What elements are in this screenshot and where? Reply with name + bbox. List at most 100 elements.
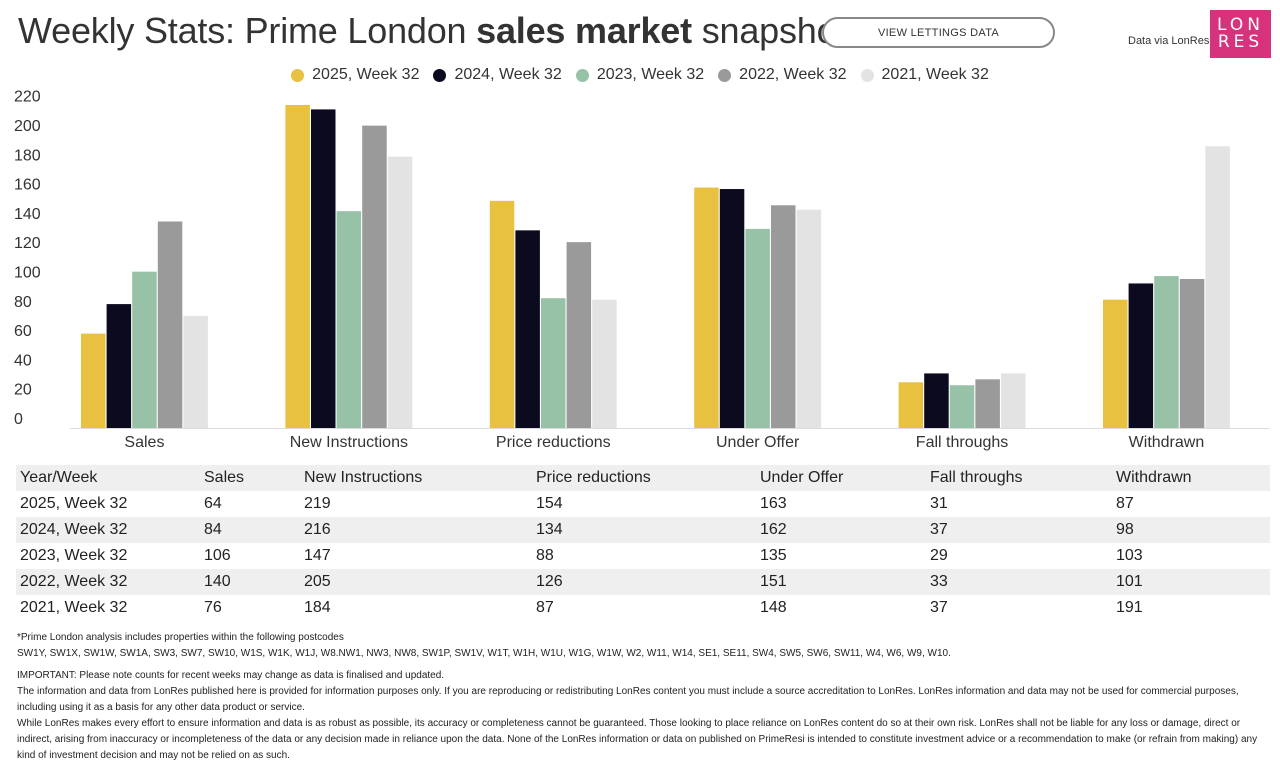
- legend-dot-icon: [718, 68, 732, 82]
- bar: [541, 298, 566, 428]
- bar: [975, 379, 1000, 428]
- table-header-cell: Year/Week: [16, 465, 200, 491]
- table-cell: 106: [200, 543, 300, 569]
- table-cell: 205: [300, 569, 532, 595]
- bar: [311, 109, 336, 429]
- y-tick-label: 60: [14, 323, 32, 340]
- table-cell: 103: [1112, 543, 1270, 569]
- table-cell: 87: [1112, 491, 1270, 517]
- y-tick-label: 80: [14, 294, 32, 311]
- table-cell: 76: [200, 595, 300, 621]
- legend-item[interactable]: 2023, Week 32: [575, 66, 705, 84]
- y-tick-label: 20: [14, 382, 32, 399]
- bar: [745, 228, 770, 428]
- table-header-cell: Sales: [200, 465, 300, 491]
- table-header-row: Year/Week Sales New Instructions Price redu…: [16, 465, 1270, 491]
- bar: [489, 200, 515, 428]
- legend-label: 2025, Week 32: [312, 66, 420, 83]
- bar-chart: 0 20 40 60 80 100 120 140 160 180 200 220 Sales New I…: [14, 89, 1270, 451]
- table-cell: 126: [532, 569, 756, 595]
- bar: [285, 104, 310, 428]
- table-cell: 216: [300, 517, 532, 543]
- x-tick-label: Fall throughs: [916, 434, 1009, 451]
- table-cell: 98: [1112, 517, 1270, 543]
- table-cell: 151: [756, 569, 926, 595]
- bar: [515, 230, 540, 428]
- table-cell: 87: [532, 595, 756, 621]
- bar: [81, 333, 106, 428]
- lonres-logo[interactable]: LON RES: [1210, 10, 1271, 58]
- bar: [387, 156, 413, 428]
- important-note: IMPORTANT: Please note counts for recent…: [17, 670, 445, 681]
- legend-label: 2022, Week 32: [739, 66, 847, 83]
- table-cell: 163: [756, 491, 926, 517]
- bar: [771, 205, 796, 428]
- table-cell: 184: [300, 595, 532, 621]
- y-tick-label: 160: [14, 177, 41, 194]
- bar: [132, 271, 157, 428]
- legend-item[interactable]: 2022, Week 32: [718, 66, 847, 84]
- table-cell: 31: [926, 491, 1112, 517]
- bar: [796, 209, 822, 428]
- legend-label: 2023, Week 32: [596, 66, 705, 83]
- table-header-cell: Withdrawn: [1112, 465, 1270, 491]
- table-cell: 2023, Week 32: [16, 543, 200, 569]
- bar: [183, 315, 208, 428]
- y-tick-label: 100: [14, 265, 41, 282]
- y-tick-label: 200: [14, 118, 41, 135]
- y-tick-label: 40: [14, 352, 32, 369]
- legend-label: 2021, Week 32: [881, 66, 989, 83]
- bar: [157, 221, 183, 428]
- y-tick-label: 0: [14, 411, 23, 428]
- legend-item[interactable]: 2024, Week 32: [433, 66, 562, 84]
- table-cell: 29: [926, 543, 1112, 569]
- table-cell: 191: [1112, 595, 1270, 621]
- bar: [1128, 283, 1154, 428]
- bar: [1205, 146, 1230, 428]
- bar: [1154, 276, 1179, 428]
- disclaimer-liability: While LonRes makes every effort to ensur…: [17, 718, 1258, 761]
- postcodes-intro: *Prime London analysis includes properti…: [17, 632, 344, 643]
- legend-item[interactable]: 2021, Week 32: [860, 66, 989, 84]
- table-cell: 162: [756, 517, 926, 543]
- table-cell: 135: [756, 543, 926, 569]
- table-cell: 154: [532, 491, 756, 517]
- table-header-cell: Price reductions: [532, 465, 756, 491]
- bar: [336, 211, 362, 428]
- table-cell: 140: [200, 569, 300, 595]
- legend-label: 2024, Week 32: [454, 66, 562, 83]
- x-tick-label: New Instructions: [290, 434, 408, 451]
- bar: [106, 304, 132, 428]
- table-cell: 219: [300, 491, 532, 517]
- legend-dot-icon: [291, 68, 305, 82]
- footnotes: *Prime London analysis includes properti…: [17, 630, 1267, 764]
- table-cell: 64: [200, 491, 300, 517]
- table-cell: 147: [300, 543, 532, 569]
- page-title: Weekly Stats: Prime London sales market …: [18, 10, 846, 52]
- chart-legend: 2025, Week 32 2024, Week 32 2023, Week 32 2…: [0, 66, 1280, 84]
- x-tick-label: Withdrawn: [1129, 434, 1205, 451]
- table-cell: 37: [926, 517, 1112, 543]
- y-tick-label: 120: [14, 235, 41, 252]
- legend-item[interactable]: 2025, Week 32: [291, 66, 419, 84]
- table-row: 2022, Week 32 140 205 126 151 33 101: [16, 569, 1270, 595]
- table-header-cell: New Instructions: [300, 465, 532, 491]
- table-cell: 2025, Week 32: [16, 491, 200, 517]
- bar: [592, 299, 617, 428]
- table-cell: 84: [200, 517, 300, 543]
- bar: [924, 373, 949, 428]
- bar: [719, 189, 745, 428]
- stats-table: Year/Week Sales New Instructions Price redu…: [16, 465, 1270, 621]
- y-tick-label: 180: [14, 147, 41, 164]
- logo-line-1: LON: [1217, 15, 1264, 35]
- bar: [1103, 299, 1128, 428]
- table-row: 2024, Week 32 84 216 134 162 37 98: [16, 517, 1270, 543]
- table-row: 2025, Week 32 64 219 154 163 31 87: [16, 491, 1270, 517]
- bar: [1179, 279, 1205, 428]
- bar: [898, 382, 924, 428]
- table-header-cell: Fall throughs: [926, 465, 1112, 491]
- view-lettings-data-button[interactable]: VIEW LETTINGS DATA: [822, 17, 1055, 48]
- table-cell: 148: [756, 595, 926, 621]
- table-cell: 2021, Week 32: [16, 595, 200, 621]
- logo-line-2: RES: [1217, 32, 1264, 52]
